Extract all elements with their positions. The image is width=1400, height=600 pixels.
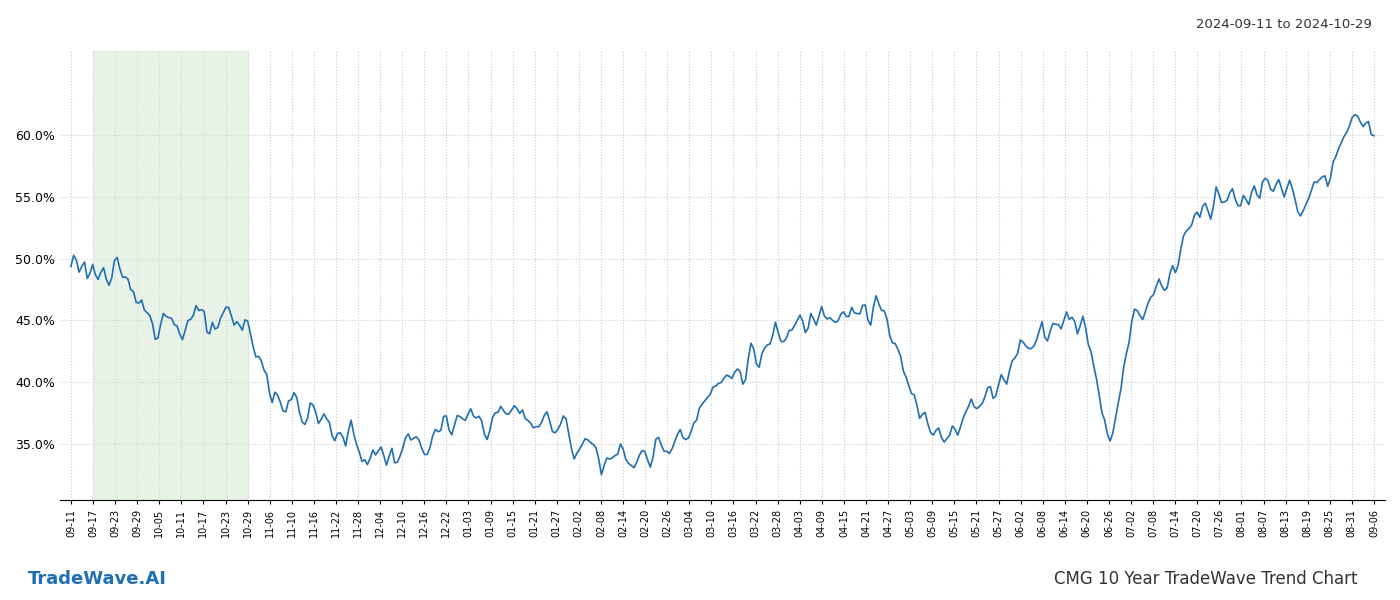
Text: TradeWave.AI: TradeWave.AI	[28, 570, 167, 588]
Text: CMG 10 Year TradeWave Trend Chart: CMG 10 Year TradeWave Trend Chart	[1054, 570, 1358, 588]
Text: 2024-09-11 to 2024-10-29: 2024-09-11 to 2024-10-29	[1196, 18, 1372, 31]
Bar	[92, 51, 248, 500]
